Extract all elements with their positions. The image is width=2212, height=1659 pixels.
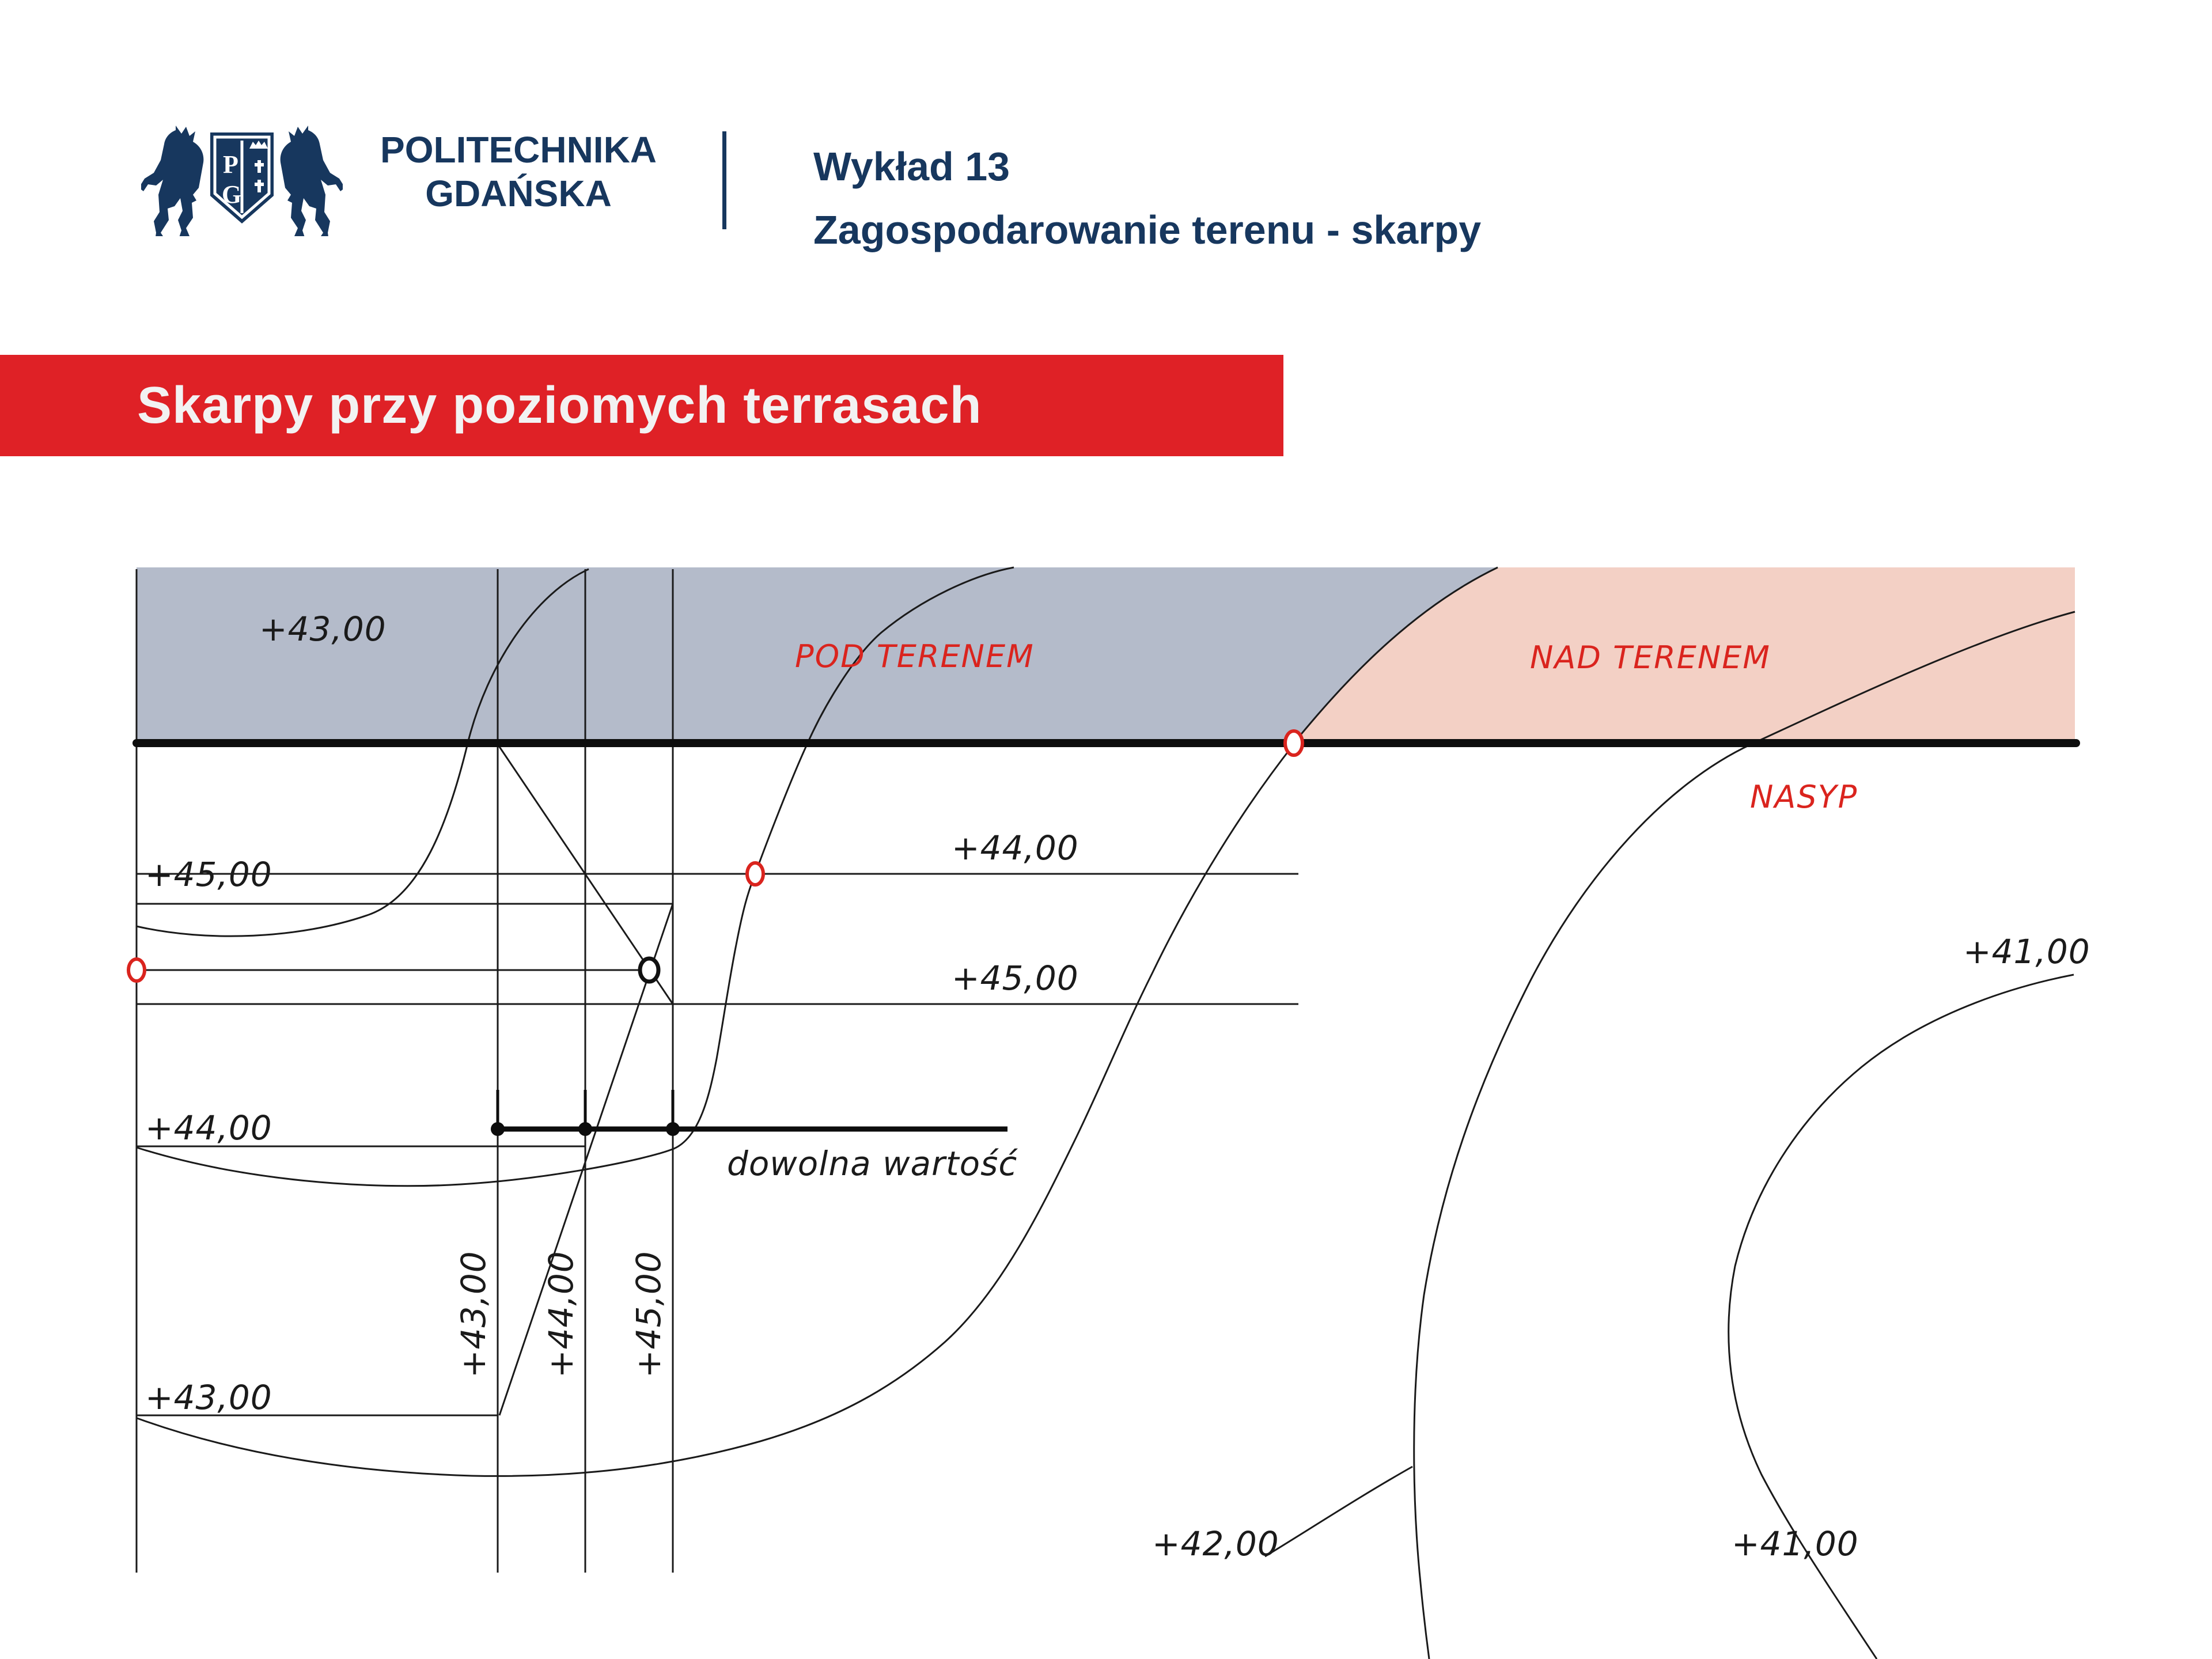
embankment-zone [1294,567,2075,743]
label-45-right: +45,00 [952,959,1079,998]
slope-diagonal-2 [498,903,674,1416]
crown-icon [249,141,268,149]
dimension-point [491,1122,505,1136]
dimension-point [578,1122,592,1136]
contour-42 [1264,1465,1413,1558]
lecture-number: Wykład 13 [813,144,1010,189]
label-41-bottom: +41,00 [1732,1524,1859,1563]
label-41-right: +41,00 [1963,932,2090,971]
intersection-marker-left [127,957,146,983]
cross-icon [255,180,264,192]
contour-45 [136,568,589,937]
label-nad-terenem: NAD TERENEM [1530,639,1771,676]
label-dowolna-wartosc: dowolna wartość [727,1144,1018,1183]
lecture-header: Wykład 13 Zagospodarowanie terenu - skar… [813,135,1481,262]
shield-letter-p: P [223,150,238,179]
label-rot-43: +43,00 [454,1251,493,1378]
cross-icon [255,160,264,173]
intersection-marker-44 [745,861,765,887]
label-nasyp: NASYP [1750,779,1858,815]
label-42-bottom: +42,00 [1152,1524,1279,1563]
label-rot-44: +44,00 [541,1251,581,1378]
label-rot-45: +45,00 [629,1251,668,1378]
contour-nasyp [1413,611,2075,1659]
university-wordmark: POLITECHNIKA GDAŃSKA [346,128,691,215]
griffin-left-icon [141,126,204,236]
university-name-line2: GDAŃSKA [425,173,612,214]
university-name-line1: POLITECHNIKA [380,129,657,171]
intersection-marker-surface [1283,729,1304,757]
slide-title-banner: Skarpy przy poziomych terrasach [0,355,1283,456]
label-45-left: +45,00 [145,855,272,894]
label-band-level: +43,00 [259,609,387,649]
label-44-left: +44,00 [145,1108,272,1147]
contour-44 [136,566,1014,1187]
zone-boundary-line [1293,566,1498,744]
shield-icon: P G [210,132,274,224]
slide-title: Skarpy przy poziomych terrasach [137,376,982,434]
header-separator [722,131,726,229]
label-43-left: +43,00 [145,1378,272,1417]
label-44-right: +44,00 [952,828,1079,868]
dimension-point [666,1122,680,1136]
label-pod-terenem: POD TERENEM [795,638,1035,675]
griffin-right-icon [280,126,343,236]
contour-43 [137,744,1295,1477]
shield-letter-g: G [222,180,241,209]
underground-zone [137,567,1498,743]
lecture-topic: Zagospodarowanie terenu - skarpy [813,207,1482,252]
contour-41 [1728,974,2074,1659]
university-logo: P G [141,126,343,236]
intersection-marker-black [638,956,661,984]
